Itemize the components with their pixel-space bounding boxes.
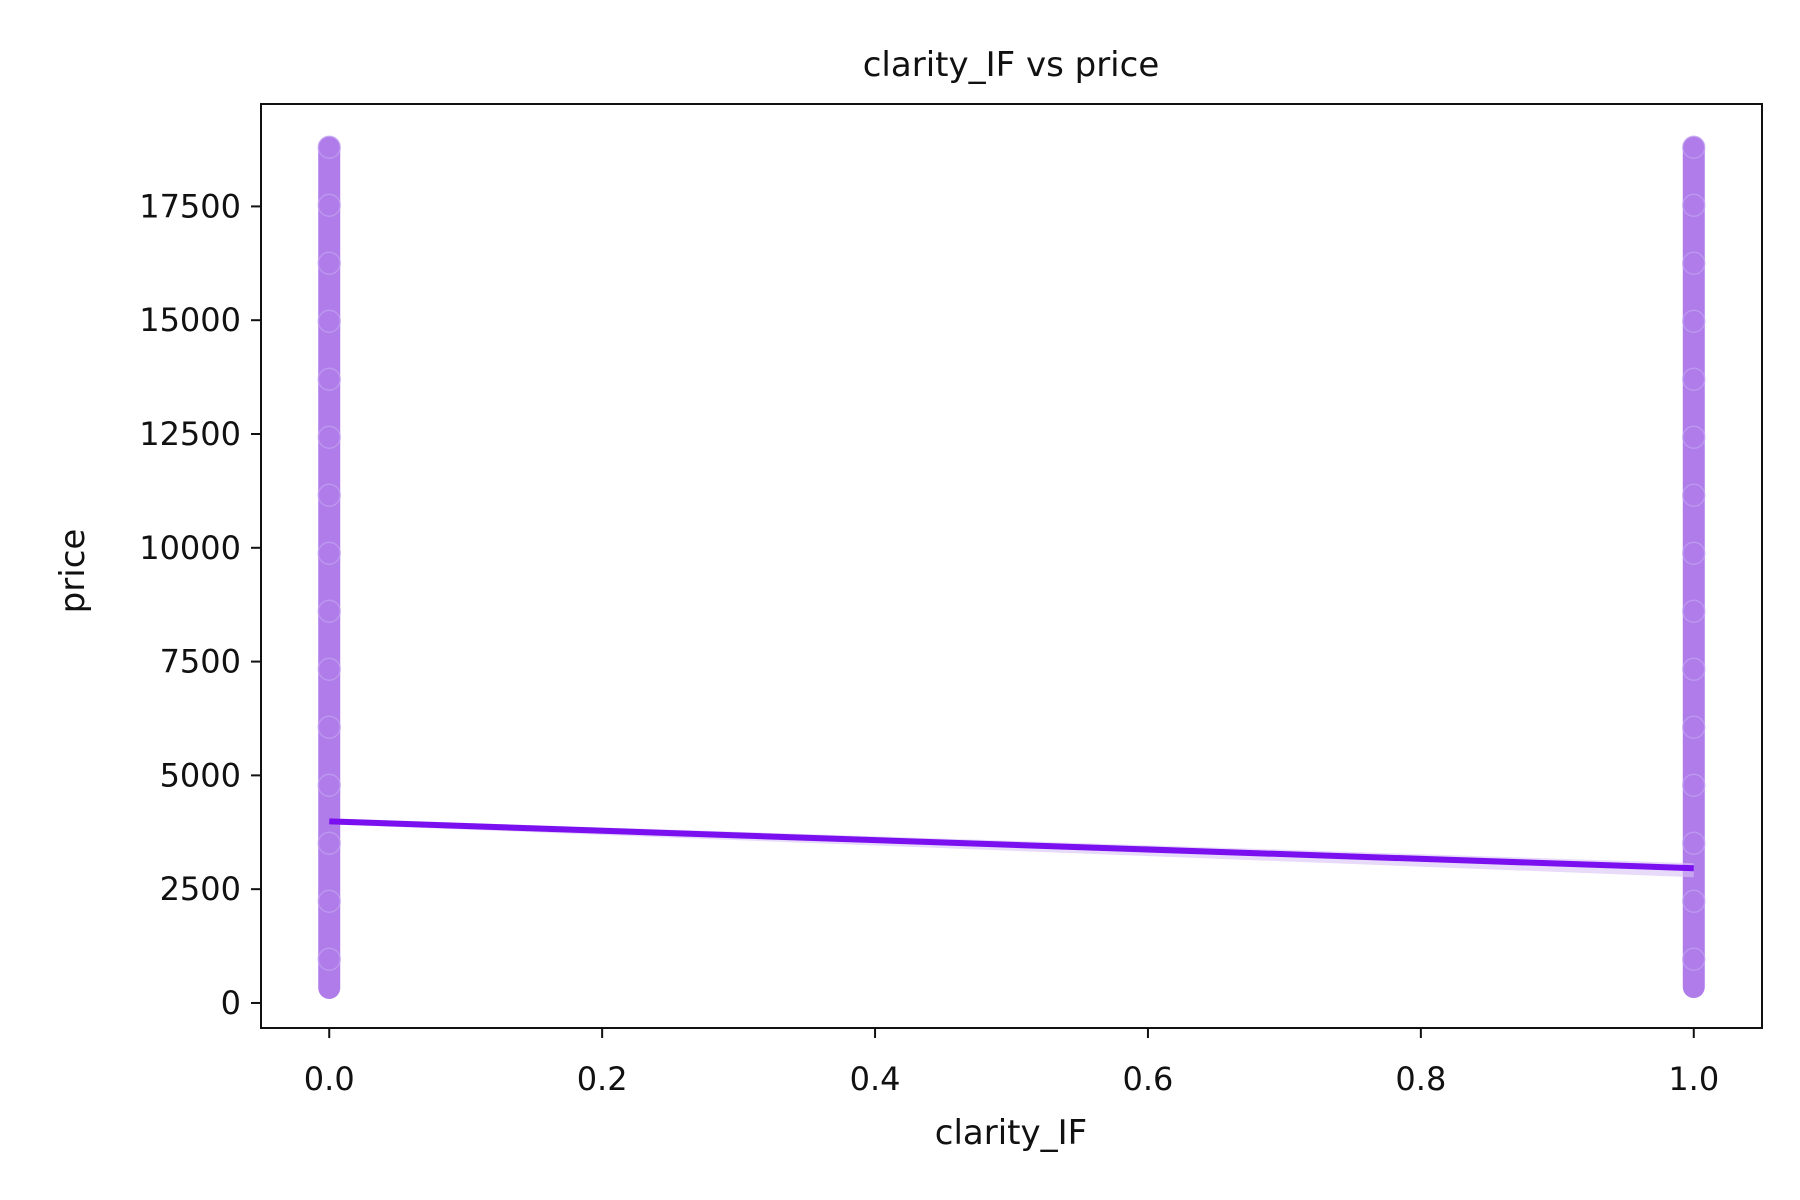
scatter-point-0-1	[317, 193, 341, 217]
scatter-point-1-14	[1682, 947, 1706, 971]
chart-title: clarity_IF vs price	[863, 45, 1160, 85]
scatter-point-0-2	[317, 251, 341, 275]
y-tick-label: 12500	[139, 415, 241, 453]
scatter-point-0-14	[317, 947, 341, 971]
regression-line	[329, 818, 1694, 872]
scatter-point-1-7	[1682, 541, 1706, 565]
y-tick-label: 7500	[160, 643, 241, 681]
y-tick-label: 0	[221, 984, 241, 1022]
scatter-point-1-11	[1682, 773, 1706, 797]
x-tick-label: 0.8	[1395, 1060, 1446, 1098]
y-tick-label: 2500	[160, 870, 241, 908]
x-axis-label: clarity_IF	[935, 1113, 1087, 1153]
scatter-point-0-0	[317, 135, 341, 159]
scatter-point-0-9	[317, 657, 341, 681]
x-tick-label: 0.6	[1123, 1060, 1174, 1098]
scatter-point-1-13	[1682, 889, 1706, 913]
scatter-point-1-12	[1682, 831, 1706, 855]
x-tick-label: 0.0	[304, 1060, 355, 1098]
scatter-point-0-10	[317, 715, 341, 739]
scatter-point-0-8	[317, 599, 341, 623]
y-axis-ticks: 0 2500 5000 7500 10000 12500 15000 17500	[139, 187, 261, 1022]
scatter-point-1-8	[1682, 599, 1706, 623]
scatter-point-1-3	[1682, 309, 1706, 333]
y-tick-label: 10000	[139, 529, 241, 567]
scatter-point-0-11	[317, 773, 341, 797]
scatter-point-0-5	[317, 425, 341, 449]
x-tick-label: 0.4	[850, 1060, 901, 1098]
scatter-points-x0	[318, 136, 341, 999]
scatter-points-x1	[1682, 136, 1705, 999]
x-tick-label: 0.2	[577, 1060, 628, 1098]
scatter-point-1-9	[1682, 657, 1706, 681]
y-tick-label: 15000	[139, 301, 241, 339]
scatter-point-0-3	[317, 309, 341, 333]
scatter-point-0-6	[317, 483, 341, 507]
scatter-point-1-4	[1682, 367, 1706, 391]
scatter-point-1-2	[1682, 251, 1706, 275]
scatter-point-1-10	[1682, 715, 1706, 739]
scatter-point-0-4	[317, 367, 341, 391]
scatter-point-0-13	[317, 889, 341, 913]
scatter-point-1-0	[1682, 135, 1706, 159]
x-axis-ticks: 0.0 0.2 0.4 0.6 0.8 1.0	[304, 1028, 1719, 1098]
scatter-point-1-6	[1682, 483, 1706, 507]
plot-content	[317, 135, 1706, 999]
scatter-point-1-1	[1682, 193, 1706, 217]
scatter-point-0-7	[317, 541, 341, 565]
y-tick-label: 5000	[160, 756, 241, 794]
y-axis-label: price	[53, 529, 93, 614]
plot-frame	[260, 103, 1763, 1029]
scatter-point-1-5	[1682, 425, 1706, 449]
scatter-point-0-12	[317, 831, 341, 855]
y-tick-label: 17500	[139, 187, 241, 225]
x-tick-label: 1.0	[1668, 1060, 1719, 1098]
